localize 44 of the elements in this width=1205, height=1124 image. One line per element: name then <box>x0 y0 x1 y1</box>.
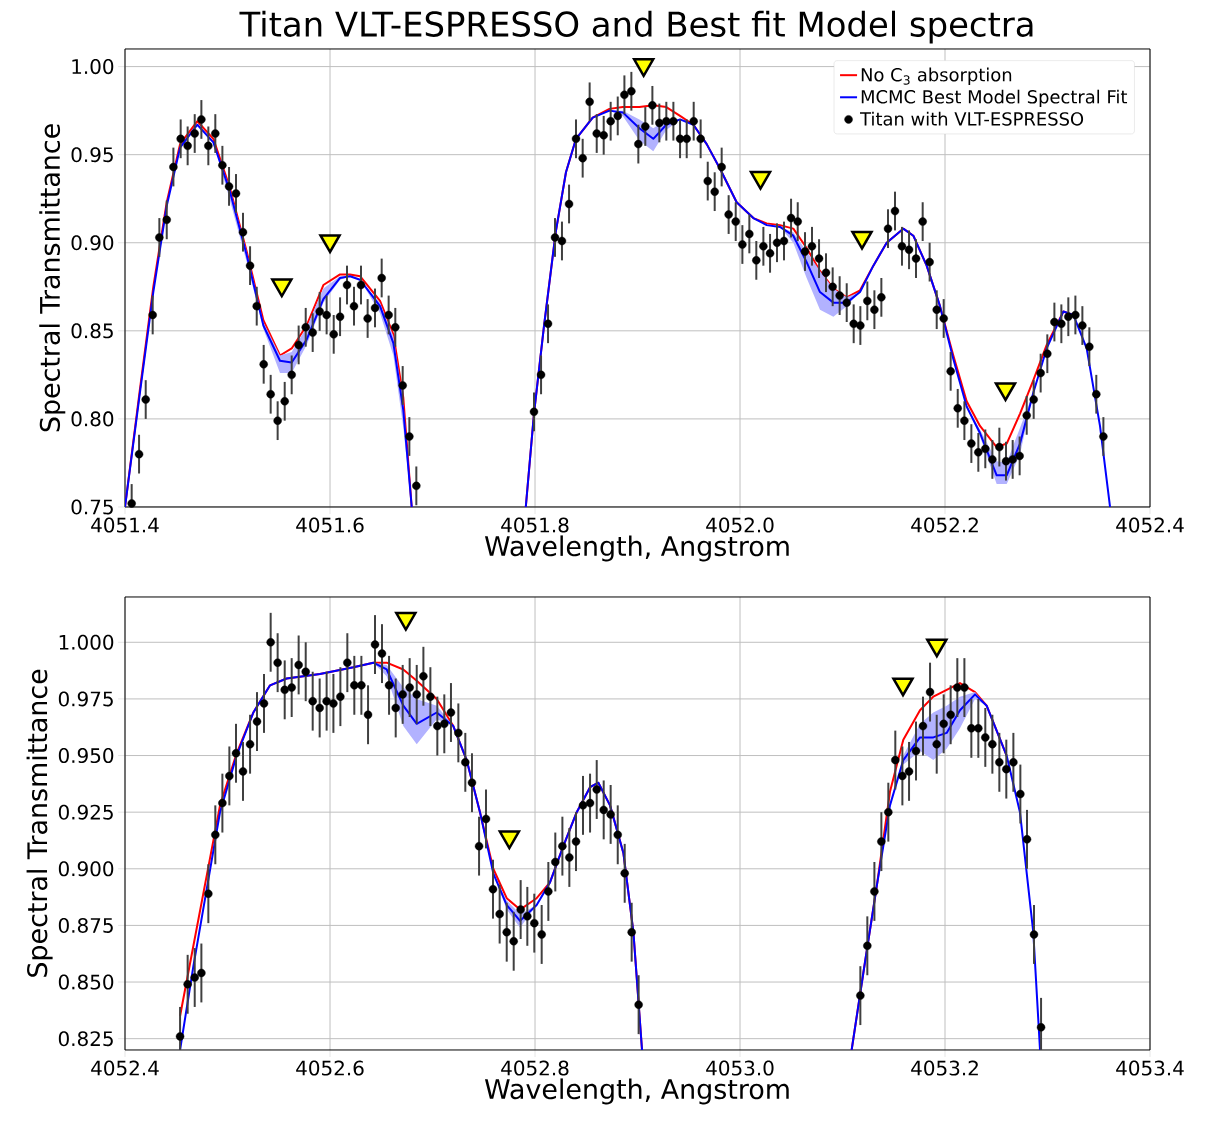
x-tick-label: 4052.4 <box>1116 517 1184 533</box>
point <box>632 58 655 78</box>
y-tick-label: 0.950 <box>58 748 114 764</box>
x-tick-label: 4053.4 <box>1116 1060 1184 1076</box>
x-tick-label: 4052.4 <box>91 1060 159 1076</box>
y-axis-title: Spectral Transmittance <box>39 124 66 432</box>
y-tick-label: 0.850 <box>58 974 114 990</box>
y-tick-label: 0.975 <box>58 691 113 707</box>
legend-label: No C$_{3}$ absorption <box>861 67 1012 85</box>
y-tick-label: 0.825 <box>58 1031 113 1047</box>
point <box>319 234 341 254</box>
point <box>926 638 948 658</box>
x-tick-label: 4053.2 <box>911 1060 978 1076</box>
x-tick-label: 4051.4 <box>91 517 159 533</box>
legend-label: Titan with VLT-ESPRESSO <box>860 111 1084 126</box>
y-axis-title: Spectral Transmittance <box>26 669 53 977</box>
x-tick-label: 4052.8 <box>501 1060 569 1076</box>
y-tick-label: 0.925 <box>58 804 113 820</box>
x-tick-label: 4052.2 <box>911 517 978 533</box>
y-tick-label: 1.00 <box>72 59 114 75</box>
y-tick-label: 0.90 <box>71 235 114 251</box>
point <box>395 611 417 631</box>
point <box>994 382 1017 402</box>
point <box>498 830 521 850</box>
point <box>271 278 293 298</box>
x-tick-label: 4051.8 <box>501 517 569 533</box>
y-tick-label: 0.900 <box>58 861 114 877</box>
x-axis-title: Wavelength, Angstrom <box>484 1078 789 1105</box>
point <box>749 170 772 190</box>
legend-label: MCMC Best Model Spectral Fit <box>861 89 1128 108</box>
x-tick-label: 4052.0 <box>706 517 774 533</box>
x-tick-label: 4052.6 <box>296 1060 364 1076</box>
y-tick-label: 0.75 <box>71 499 113 515</box>
y-tick-label: 1.000 <box>59 634 114 650</box>
x-axis-title: Wavelength, Angstrom <box>484 535 789 562</box>
y-tick-label: 0.85 <box>71 323 113 339</box>
chart-title: Titan VLT-ESPRESSO and Best fit Model spectra <box>239 10 1033 44</box>
y-tick-label: 0.95 <box>71 147 113 163</box>
y-tick-label: 0.80 <box>71 411 114 427</box>
point <box>892 677 914 697</box>
y-tick-label: 0.875 <box>58 917 113 933</box>
x-tick-label: 4053.0 <box>706 1060 774 1076</box>
point <box>851 230 873 250</box>
x-tick-label: 4051.6 <box>296 517 364 533</box>
